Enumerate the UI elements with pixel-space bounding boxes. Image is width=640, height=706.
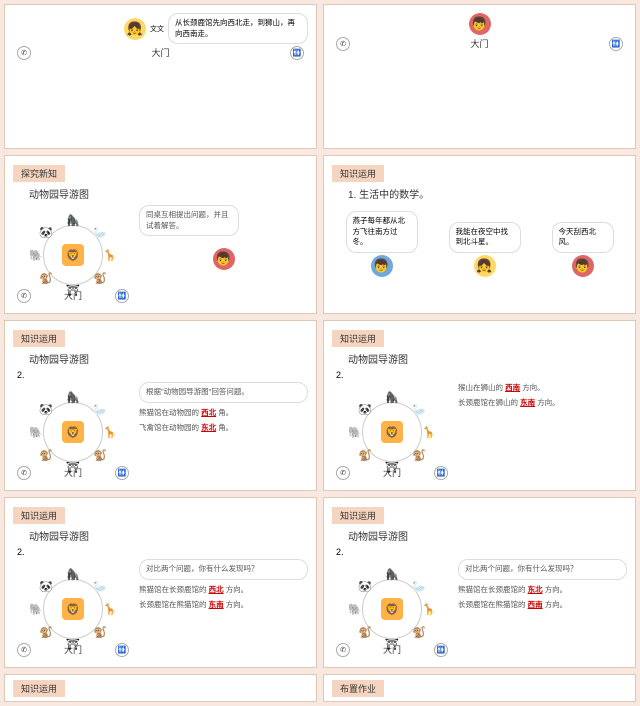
card-title: 动物园导游图 [348, 351, 627, 366]
section-tag: 知识运用 [332, 507, 384, 524]
card-bottom-right: 布置作业 [323, 674, 636, 702]
section-tag: 知识运用 [13, 680, 65, 697]
card-title: 动物园导游图 [29, 351, 308, 366]
card-math: 知识运用 1. 生活中的数学。 燕子每年都从北方飞往南方过冬。👦 我能在夜空中找… [323, 155, 636, 314]
speech-bubble: 同桌互相提出问题，并且试着解答。 [139, 205, 239, 236]
question-line: 长颈鹿馆在熊猫馆的 东南 方向。 [139, 599, 308, 610]
question-line: 熊猫馆在长颈鹿馆的 东北 方向。 [458, 584, 627, 595]
question-line: 猴山在狮山的 西南 方向。 [458, 382, 627, 393]
avatar-icon: 👦 [469, 13, 491, 35]
avatar-icon: 👧 [474, 255, 496, 277]
card-title: 动物园导游图 [29, 186, 308, 201]
card-bottom-left: 知识运用 [4, 674, 317, 702]
phone-icon: ✆ [17, 46, 31, 60]
avatar-icon: 👧 [124, 18, 146, 40]
card-title: 1. 生活中的数学。 [348, 186, 627, 201]
question-line: 飞禽馆在动物园的 东北 角。 [139, 422, 308, 433]
zoo-wheel: 🦁 🦍🦢🦒🐒⛩🐒🐘🐼 ✆大门🚻 [332, 559, 452, 659]
card-q3l: 知识运用 动物园导游图 2. 🦁 🦍🦢🦒🐒⛩🐒🐘🐼 ✆大门🚻 对比两个问题，你有… [4, 497, 317, 668]
avatar-icon: 👦 [371, 255, 393, 277]
card-top-right: 👦 ✆ 大门 🚻 [323, 4, 636, 149]
card-title: 动物园导游图 [348, 528, 627, 543]
section-tag: 布置作业 [332, 680, 384, 697]
card-q3r: 知识运用 动物园导游图 2. 🦁 🦍🦢🦒🐒⛩🐒🐘🐼 ✆大门🚻 对比两个问题，你有… [323, 497, 636, 668]
section-tag: 知识运用 [13, 507, 65, 524]
section-tag: 探究新知 [13, 165, 65, 182]
gate-label: 大门 [151, 46, 169, 60]
wc-icon: 🚻 [290, 46, 304, 60]
question-line: 长颈鹿馆在熊猫馆的 西南 方向。 [458, 599, 627, 610]
avatar-icon: 👦 [213, 248, 235, 270]
card-top-left: 👧 文文 从长颈鹿馆先向西北走，到狮山，再向西南走。 ✆ 大门 🚻 [4, 4, 317, 149]
section-tag: 知识运用 [332, 330, 384, 347]
zoo-wheel: 🦁 🦍🦢🦒🐒⛩🐒🐘🐼 ✆大门🚻 [13, 559, 133, 659]
question-line: 长颈鹿馆在狮山的 东南 方向。 [458, 397, 627, 408]
section-tag: 知识运用 [13, 330, 65, 347]
speaker-name: 文文 [150, 24, 164, 34]
speech-bubble: 从长颈鹿馆先向西北走，到狮山，再向西南走。 [168, 13, 308, 44]
zoo-wheel: 🦁 🦍🦢🦒🐒⛩🐒🐘🐼 ✆大门🚻 [332, 382, 452, 482]
section-tag: 知识运用 [332, 165, 384, 182]
question-line: 熊猫馆在长颈鹿馆的 西北 方向。 [139, 584, 308, 595]
card-explore: 探究新知 动物园导游图 🦁 🦍🦢🦒🐒⛩🐒🐘🐼 ✆大门🚻 同桌互相提出问题，并且试… [4, 155, 317, 314]
wc-icon: 🚻 [609, 37, 623, 51]
avatar-icon: 👦 [572, 255, 594, 277]
card-q2b: 知识运用 动物园导游图 2. 🦁 🦍🦢🦒🐒⛩🐒🐘🐼 ✆大门🚻 猴山在狮山的 西南… [323, 320, 636, 491]
question-line: 熊猫馆在动物园的 西北 角。 [139, 407, 308, 418]
phone-icon: ✆ [336, 37, 350, 51]
zoo-wheel: 🦁 🦍🦢🦒🐒⛩🐒🐘🐼 ✆大门🚻 [13, 382, 133, 482]
zoo-wheel: 🦁 🦍🦢🦒🐒⛩🐒🐘🐼 ✆大门🚻 [13, 205, 133, 305]
gate-label: 大门 [470, 37, 488, 51]
card-title: 动物园导游图 [29, 528, 308, 543]
card-q2a: 知识运用 动物园导游图 2. 🦁 🦍🦢🦒🐒⛩🐒🐘🐼 ✆大门🚻 根据"动物园导游图… [4, 320, 317, 491]
